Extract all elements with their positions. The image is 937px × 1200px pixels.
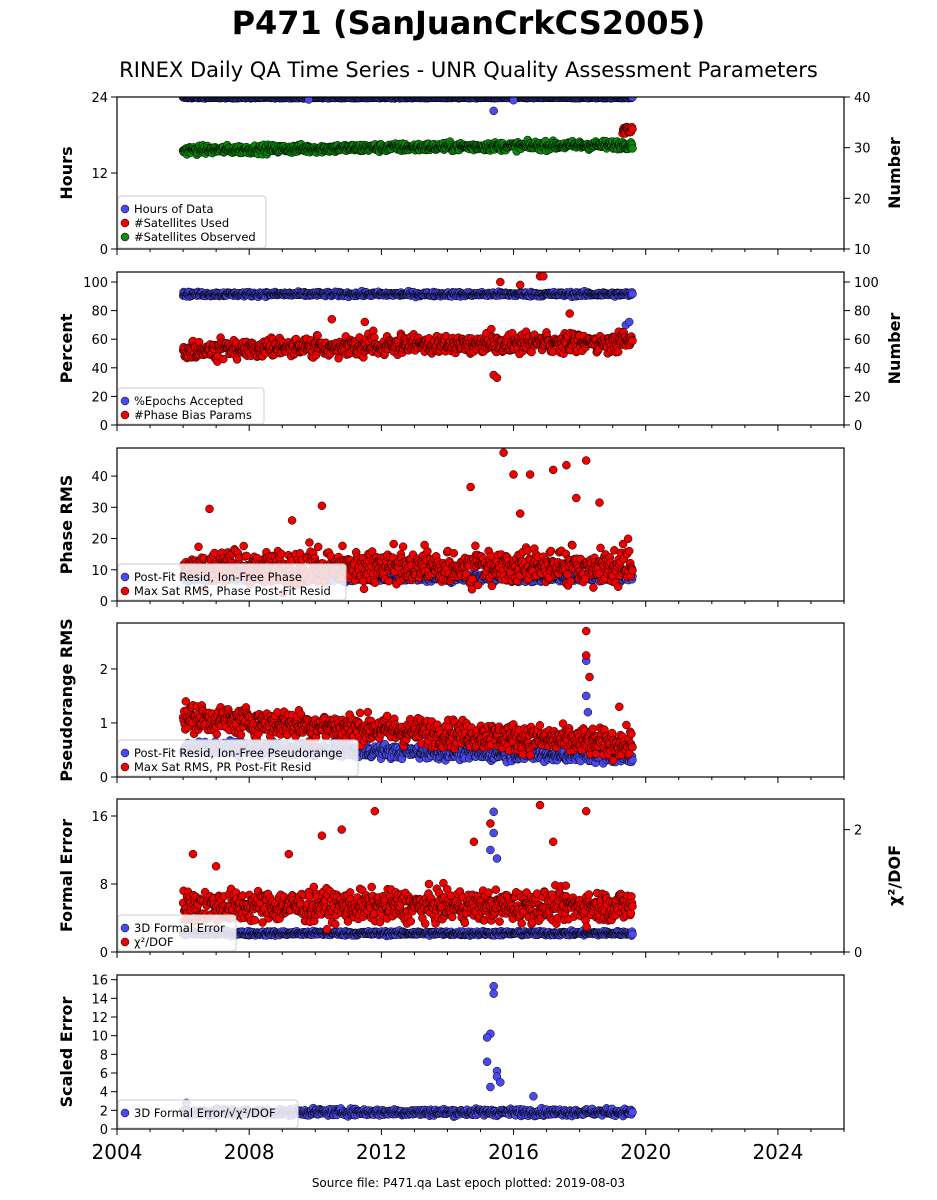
y-right-tick-label: 80 (854, 305, 871, 320)
legend-marker (120, 232, 130, 242)
data-point (219, 354, 228, 364)
y-axis-label: Hours (57, 146, 76, 199)
data-point (449, 548, 459, 558)
y-right-tick-label: 100 (854, 276, 879, 291)
series-1 (178, 97, 637, 116)
data-point (384, 576, 394, 586)
legend-box (117, 195, 267, 249)
data-point (508, 328, 517, 338)
data-point (628, 144, 637, 153)
data-point (580, 574, 590, 584)
data-point (370, 578, 380, 587)
series-3 (178, 135, 637, 160)
series-2 (618, 122, 637, 138)
y-right-tick-label: 10 (854, 243, 871, 258)
legend-marker (120, 410, 130, 420)
data-point (628, 336, 637, 346)
data-point (613, 347, 623, 357)
data-point (313, 542, 323, 552)
data-points (178, 97, 637, 160)
y-right-tick-label: 30 (854, 142, 871, 157)
data-point (194, 542, 203, 552)
series-2 (178, 448, 637, 598)
y-tick-label: 0 (100, 243, 108, 258)
y-right-axis-label: Number (885, 313, 904, 385)
legend-label: %Epochs Accepted (134, 394, 243, 408)
y-right-tick-label: 0 (854, 419, 862, 434)
y-right-tick-label: 20 (854, 192, 871, 207)
data-point (304, 97, 313, 104)
data-point (492, 373, 502, 383)
data-point (568, 541, 577, 550)
series-2 (178, 272, 637, 383)
data-point (471, 541, 480, 551)
data-point (596, 543, 605, 553)
y-axis-label: Percent (57, 313, 76, 383)
data-point (467, 585, 477, 594)
legend-label: #Satellites Observed (134, 230, 256, 244)
data-point (565, 309, 574, 318)
data-point (210, 548, 219, 558)
data-point (589, 583, 598, 592)
y-tick-label: 12 (91, 167, 108, 182)
data-point (327, 314, 337, 324)
data-point (389, 539, 398, 549)
data-point (515, 280, 525, 290)
data-point (468, 574, 477, 584)
data-point (334, 354, 343, 363)
legend-label: #Satellites Used (134, 216, 229, 230)
y-tick-label: 60 (91, 333, 108, 348)
data-point (496, 277, 505, 287)
data-point (313, 331, 322, 340)
data-point (509, 97, 518, 105)
panel-2: 0 20 40 60 80 100 Percent 0 20 40 60 80 100 Number %Ep… (57, 271, 904, 434)
y-right-tick-label: 40 (854, 91, 871, 106)
data-point (367, 547, 377, 556)
data-point (360, 317, 370, 327)
y-right-tick-label: 20 (854, 390, 871, 405)
data-point (628, 289, 637, 299)
data-point (398, 542, 408, 551)
y-tick-label: 0 (100, 419, 108, 434)
data-point (423, 547, 432, 556)
data-point (359, 584, 369, 594)
data-point (338, 541, 347, 551)
figure-subtitle: RINEX Daily QA Time Series - UNR Quality… (119, 58, 818, 82)
legend-marker (120, 218, 130, 228)
figure-title: P471 (SanJuanCrkCS2005) (231, 4, 706, 42)
data-point (239, 541, 248, 551)
data-point (624, 317, 634, 327)
y-tick-label: 100 (83, 276, 108, 291)
data-point (276, 549, 286, 559)
data-point (473, 580, 483, 590)
legend-label: Hours of Data (134, 202, 214, 216)
y-tick-label: 24 (91, 91, 108, 106)
data-point (566, 576, 575, 586)
data-points (178, 272, 637, 383)
y-right-tick-label: 40 (854, 362, 871, 377)
legend: Hours of Data#Satellites Used#Satellites… (117, 195, 267, 249)
y-tick-label: 80 (91, 305, 108, 320)
data-point (546, 546, 556, 556)
legend: %Epochs Accepted#Phase Bias Params (117, 387, 265, 425)
data-point (628, 124, 637, 134)
y-right-axis-label: Number (885, 137, 904, 209)
legend-label: #Phase Bias Params (134, 408, 252, 422)
series-1 (178, 286, 637, 337)
data-point (489, 106, 498, 116)
data-point (487, 581, 497, 591)
y-right-tick-label: 60 (854, 333, 871, 348)
data-point (539, 272, 548, 281)
legend-box (117, 387, 265, 425)
legend-marker (120, 204, 130, 214)
y-tick-label: 20 (91, 390, 108, 405)
data-point (487, 324, 496, 334)
y-tick-label: 40 (91, 362, 108, 377)
legend-marker (120, 396, 130, 406)
data-point (305, 538, 314, 547)
